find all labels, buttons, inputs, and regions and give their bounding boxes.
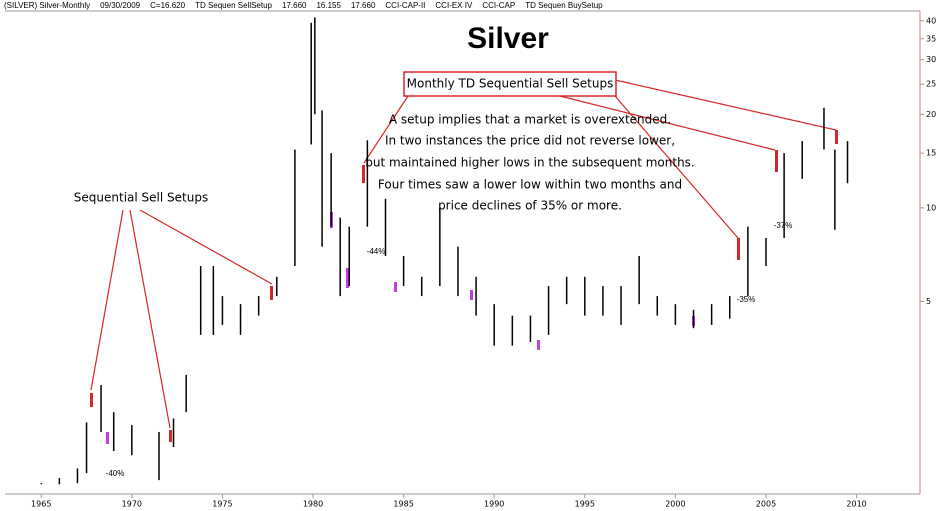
- decline-label: -37%: [774, 221, 793, 230]
- y-tick-label: 40: [926, 16, 936, 25]
- x-tick-label: 1975: [212, 500, 232, 509]
- decline-label: -44%: [367, 247, 386, 256]
- callout-box: [403, 71, 617, 97]
- annotation-lines: [90, 79, 837, 429]
- header-item: 17.660: [351, 1, 376, 10]
- y-tick-label: 30: [926, 55, 936, 64]
- annotation: In two instances the price did not rever…: [385, 134, 675, 148]
- x-tick-label: 1965: [31, 500, 51, 509]
- header-item: TD Sequen SellSetup: [195, 1, 272, 10]
- header-item: CCI-CAP: [482, 1, 515, 10]
- chart-title: Silver: [467, 22, 549, 55]
- header-item: (SILVER) Silver-Monthly: [4, 1, 90, 10]
- x-tick-label: 2000: [665, 500, 685, 509]
- y-tick-label: 35: [926, 34, 936, 43]
- x-tick-label: 1990: [484, 500, 504, 509]
- header-item: TD Sequen BuySetup: [525, 1, 603, 10]
- annotation: price declines of 35% or more.: [438, 199, 622, 213]
- x-tick-label: 1985: [393, 500, 413, 509]
- header-item: CCI-EX IV: [435, 1, 473, 10]
- header-item: 17.660: [282, 1, 307, 10]
- x-tick-label: 2005: [756, 500, 776, 509]
- header-item: CCI-CAP-II: [385, 1, 425, 10]
- header-item: 09/30/2009: [100, 1, 141, 10]
- annotation: Monthly TD Sequential Sell Setups: [407, 77, 614, 91]
- x-tick-label: 1995: [575, 500, 595, 509]
- y-tick-label: 10: [926, 203, 936, 212]
- header-item: 16.155: [316, 1, 341, 10]
- x-tick-label: 2010: [846, 500, 866, 509]
- annotation: A setup implies that a market is overext…: [389, 113, 671, 127]
- annotation: Four times saw a lower low within two mo…: [378, 178, 682, 192]
- x-tick-label: 1980: [303, 500, 323, 509]
- y-tick-label: 20: [926, 110, 936, 119]
- y-tick-label: 15: [926, 149, 936, 158]
- x-tick-label: 1970: [122, 500, 142, 509]
- y-tick-label: 5: [926, 297, 931, 306]
- decline-label: -40%: [106, 469, 125, 478]
- header-item: C=16.620: [150, 1, 185, 10]
- annotation: Sequential Sell Setups: [74, 191, 208, 205]
- y-tick-label: 25: [926, 80, 936, 89]
- decline-label: -35%: [737, 295, 756, 304]
- annotation: but maintained higher lows in the subseq…: [365, 156, 695, 170]
- header: (SILVER) Silver-Monthly 09/30/2009 C=16.62…: [4, 1, 603, 10]
- setup-highlights: [90, 130, 838, 442]
